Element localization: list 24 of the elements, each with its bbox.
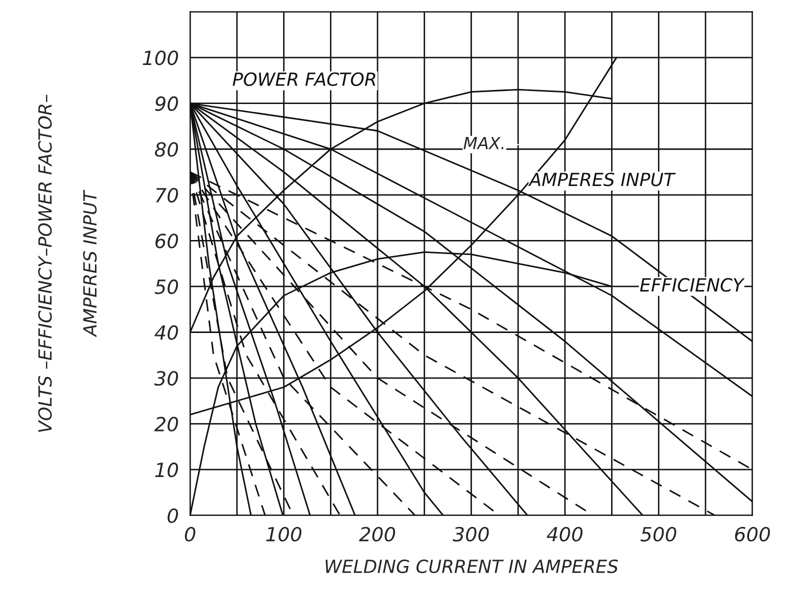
y-tick-label: 80 (154, 142, 178, 157)
annotation: MAX. (464, 136, 504, 150)
x-tick-label: 300 (452, 526, 489, 542)
y-tick-label: 10 (155, 462, 178, 478)
x-tick-label: 100 (266, 526, 302, 542)
series-label: POWER FACTOR (232, 72, 376, 86)
series-label: AMPERES INPUT (528, 172, 676, 186)
x-tick-label: 200 (359, 526, 396, 542)
series-label: EFFICIENCY (640, 278, 745, 292)
x-tick-label: 500 (640, 526, 676, 542)
y-tick-label: 90 (155, 96, 178, 112)
y-tick-label: 70 (156, 188, 178, 203)
y-tick-label: 30 (154, 370, 178, 386)
y-tick-label: 50 (154, 279, 178, 294)
y-tick-label: 60 (155, 234, 178, 248)
y-tick-label: 100 (142, 50, 178, 66)
x-axis-title: WELDING CURRENT IN AMPERES (326, 560, 618, 574)
y-tick-label: 40 (154, 325, 178, 340)
x-tick-label: 600 (735, 526, 770, 542)
text: VOLTS –EFFICIENCY–POWER FACTOR– AMPERES INPUT (38, 94, 97, 432)
y-tick-label: 0 (168, 508, 178, 524)
y-tick-label: 20 (154, 416, 178, 432)
x-tick-label: 0 (184, 526, 196, 542)
x-tick-label: 400 (546, 526, 583, 542)
